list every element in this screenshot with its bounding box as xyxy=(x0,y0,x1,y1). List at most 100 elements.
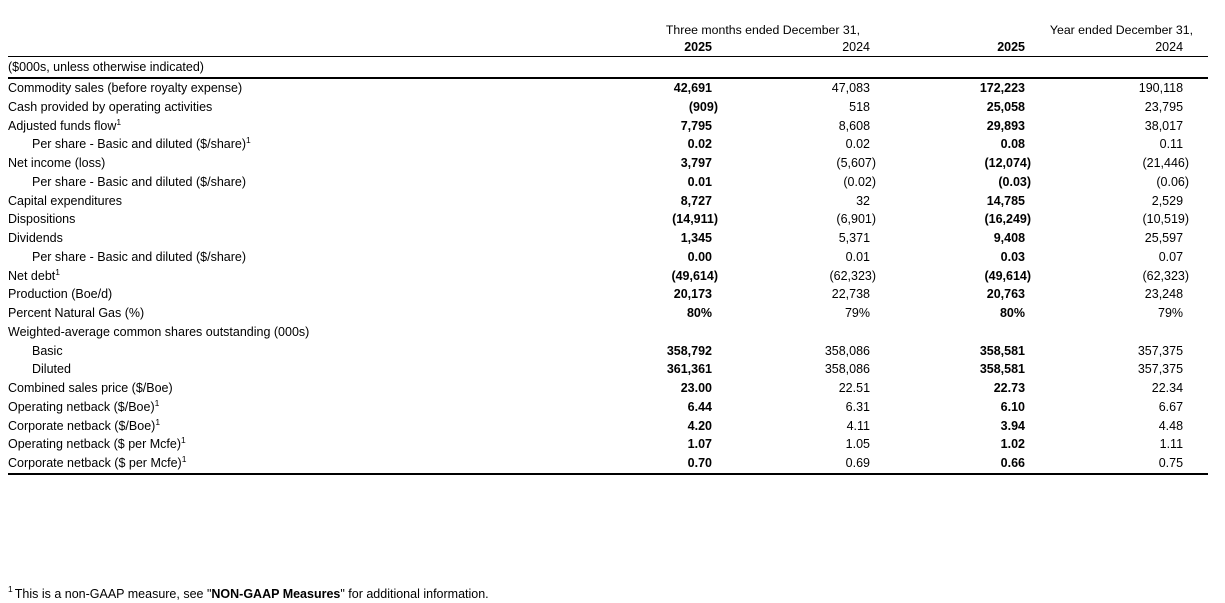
row-label: Operating netback ($ per Mcfe)1 xyxy=(8,435,186,452)
table-row: Combined sales price ($/Boe) 23.00 22.51 22… xyxy=(8,379,1208,398)
year-columns-header-row: 2025 2024 2025 2024 xyxy=(8,37,1208,57)
cell-value: (16,249) xyxy=(984,212,1032,227)
cell-value: 20,763 xyxy=(986,287,1026,302)
table-row: Diluted 361,361 358,086 358,581 357,375 xyxy=(8,360,1208,379)
cell-value: 357,375 xyxy=(1137,343,1184,358)
cell-value: 5,371 xyxy=(838,231,871,245)
footnote-reference: 1 xyxy=(154,397,160,408)
cell-value: 0.02 xyxy=(687,137,712,152)
column-header-y-2024: 2024 xyxy=(1155,39,1184,54)
table-row: Basic 358,792 358,086 358,581 357,375 xyxy=(8,342,1208,361)
footnote: 1 This is a non-GAAP measure, see "NON-GA… xyxy=(8,584,489,602)
cell-value xyxy=(712,323,870,342)
cell-value: 3.94 xyxy=(1000,418,1026,433)
unit-note-row: ($000s, unless otherwise indicated) xyxy=(8,56,1209,79)
cell-value: (49,614) xyxy=(671,268,718,283)
row-label: Net income (loss) xyxy=(8,156,106,170)
row-label: Weighted-average common shares outstandi… xyxy=(8,324,310,339)
row-label: Corporate netback ($ per Mcfe)1 xyxy=(8,453,187,470)
footnote-reference: 1 xyxy=(55,266,60,277)
row-label: Commodity sales (before royalty expense) xyxy=(8,81,243,95)
cell-value: 0.03 xyxy=(1000,249,1026,264)
footnote-text-before: This is a non-GAAP measure, see " xyxy=(14,586,212,601)
cell-value: 0.01 xyxy=(845,249,871,264)
cell-value xyxy=(870,323,1025,342)
cell-value: (62,323) xyxy=(1142,268,1190,283)
cell-value: 358,792 xyxy=(666,343,712,358)
table-row: Dividends 1,345 5,371 9,408 25,597 xyxy=(8,229,1208,248)
cell-value: 9,408 xyxy=(993,231,1026,245)
cell-value: (49,614) xyxy=(984,268,1032,283)
cell-value: 4.20 xyxy=(687,418,712,433)
cell-value: 4.48 xyxy=(1158,418,1184,433)
cell-value: (909) xyxy=(688,99,718,114)
cell-value: 357,375 xyxy=(1137,362,1184,377)
cell-value: (6,901) xyxy=(836,212,877,227)
cell-value: 1.11 xyxy=(1159,437,1184,452)
period-group-header-row: Three months ended December 31, Year end… xyxy=(8,20,1208,37)
row-label: Operating netback ($/Boe)1 xyxy=(8,397,160,414)
cell-value: (21,446) xyxy=(1142,156,1190,170)
table-row: Per share - Basic and diluted ($/share)1… xyxy=(8,135,1208,154)
cell-value: 23.00 xyxy=(680,381,712,395)
cell-value: (10,519) xyxy=(1142,212,1190,227)
cell-value: 358,581 xyxy=(979,362,1026,377)
cell-value: 22.73 xyxy=(993,381,1026,395)
cell-value: (5,607) xyxy=(836,156,877,170)
table-row: Corporate netback ($/Boe)1 4.20 4.11 3.94 4.… xyxy=(8,417,1208,436)
cell-value: 6.44 xyxy=(687,399,712,414)
cell-value: 0.66 xyxy=(1000,456,1026,470)
cell-value: 358,086 xyxy=(824,343,871,358)
cell-value: 6.31 xyxy=(845,399,871,414)
cell-value: 32 xyxy=(856,193,871,208)
cell-value: 0.08 xyxy=(1000,137,1026,152)
cell-value: 79% xyxy=(1158,306,1184,320)
footnote-reference: 1 xyxy=(155,416,161,427)
cell-value: 38,017 xyxy=(1144,118,1184,133)
three-months-group-header: Three months ended December 31, xyxy=(665,23,861,37)
cell-value: 14,785 xyxy=(986,193,1026,208)
cell-value: 0.70 xyxy=(687,456,712,470)
cell-value: 0.11 xyxy=(1159,137,1184,152)
table-row: Dispositions (14,911) (6,901) (16,249) (10,5… xyxy=(8,210,1208,229)
cell-value: 0.69 xyxy=(845,456,871,470)
footnote-reference: 1 xyxy=(116,116,122,127)
row-label: Diluted xyxy=(32,362,71,377)
cell-value: 6.10 xyxy=(1000,399,1026,414)
cell-value: 172,223 xyxy=(979,81,1026,95)
cell-value: (0.03) xyxy=(998,174,1032,189)
table-body: Commodity sales (before royalty expense)… xyxy=(8,78,1208,474)
cell-value: 6.67 xyxy=(1158,399,1184,414)
footnote-marker: 1 xyxy=(8,584,13,595)
cell-value: 0.00 xyxy=(687,249,712,264)
financial-summary-table-wrap: Three months ended December 31, Year end… xyxy=(8,20,1209,475)
cell-value: (0.02) xyxy=(843,174,877,189)
footnote-text-after: " for additional information. xyxy=(340,586,489,601)
cell-value: 79% xyxy=(844,306,871,320)
row-label: Capital expenditures xyxy=(8,193,122,208)
cell-value: 22.34 xyxy=(1151,381,1184,395)
cell-value: 8,608 xyxy=(838,118,871,133)
row-label: Per share - Basic and diluted ($/share) xyxy=(32,249,246,264)
table-row: Weighted-average common shares outstandi… xyxy=(8,323,1208,342)
row-label: Production (Boe/d) xyxy=(8,287,113,302)
cell-value: 80% xyxy=(999,306,1026,320)
cell-value: (12,074) xyxy=(984,156,1032,170)
column-header-q-2025: 2025 xyxy=(684,39,712,54)
cell-value: 518 xyxy=(849,99,871,114)
row-label: Per share - Basic and diluted ($/share) xyxy=(32,174,246,189)
cell-value: 25,597 xyxy=(1144,231,1184,245)
table-row: Operating netback ($ per Mcfe)1 1.07 1.05 1… xyxy=(8,435,1208,454)
cell-value: 22.51 xyxy=(838,381,871,395)
row-label: Basic xyxy=(32,343,63,358)
cell-value: 80% xyxy=(686,306,712,320)
unit-note: ($000s, unless otherwise indicated) xyxy=(8,56,1209,79)
table-row: Per share - Basic and diluted ($/share) 0… xyxy=(8,248,1208,267)
row-label: Adjusted funds flow1 xyxy=(8,116,122,133)
cell-value: 0.75 xyxy=(1158,456,1184,470)
cell-value: 1.07 xyxy=(687,437,712,452)
row-label: Cash provided by operating activities xyxy=(8,99,213,114)
cell-value: 20,173 xyxy=(673,287,712,302)
table-row: Cash provided by operating activities (90… xyxy=(8,98,1208,117)
table-row: Per share - Basic and diluted ($/share) 0… xyxy=(8,173,1208,192)
